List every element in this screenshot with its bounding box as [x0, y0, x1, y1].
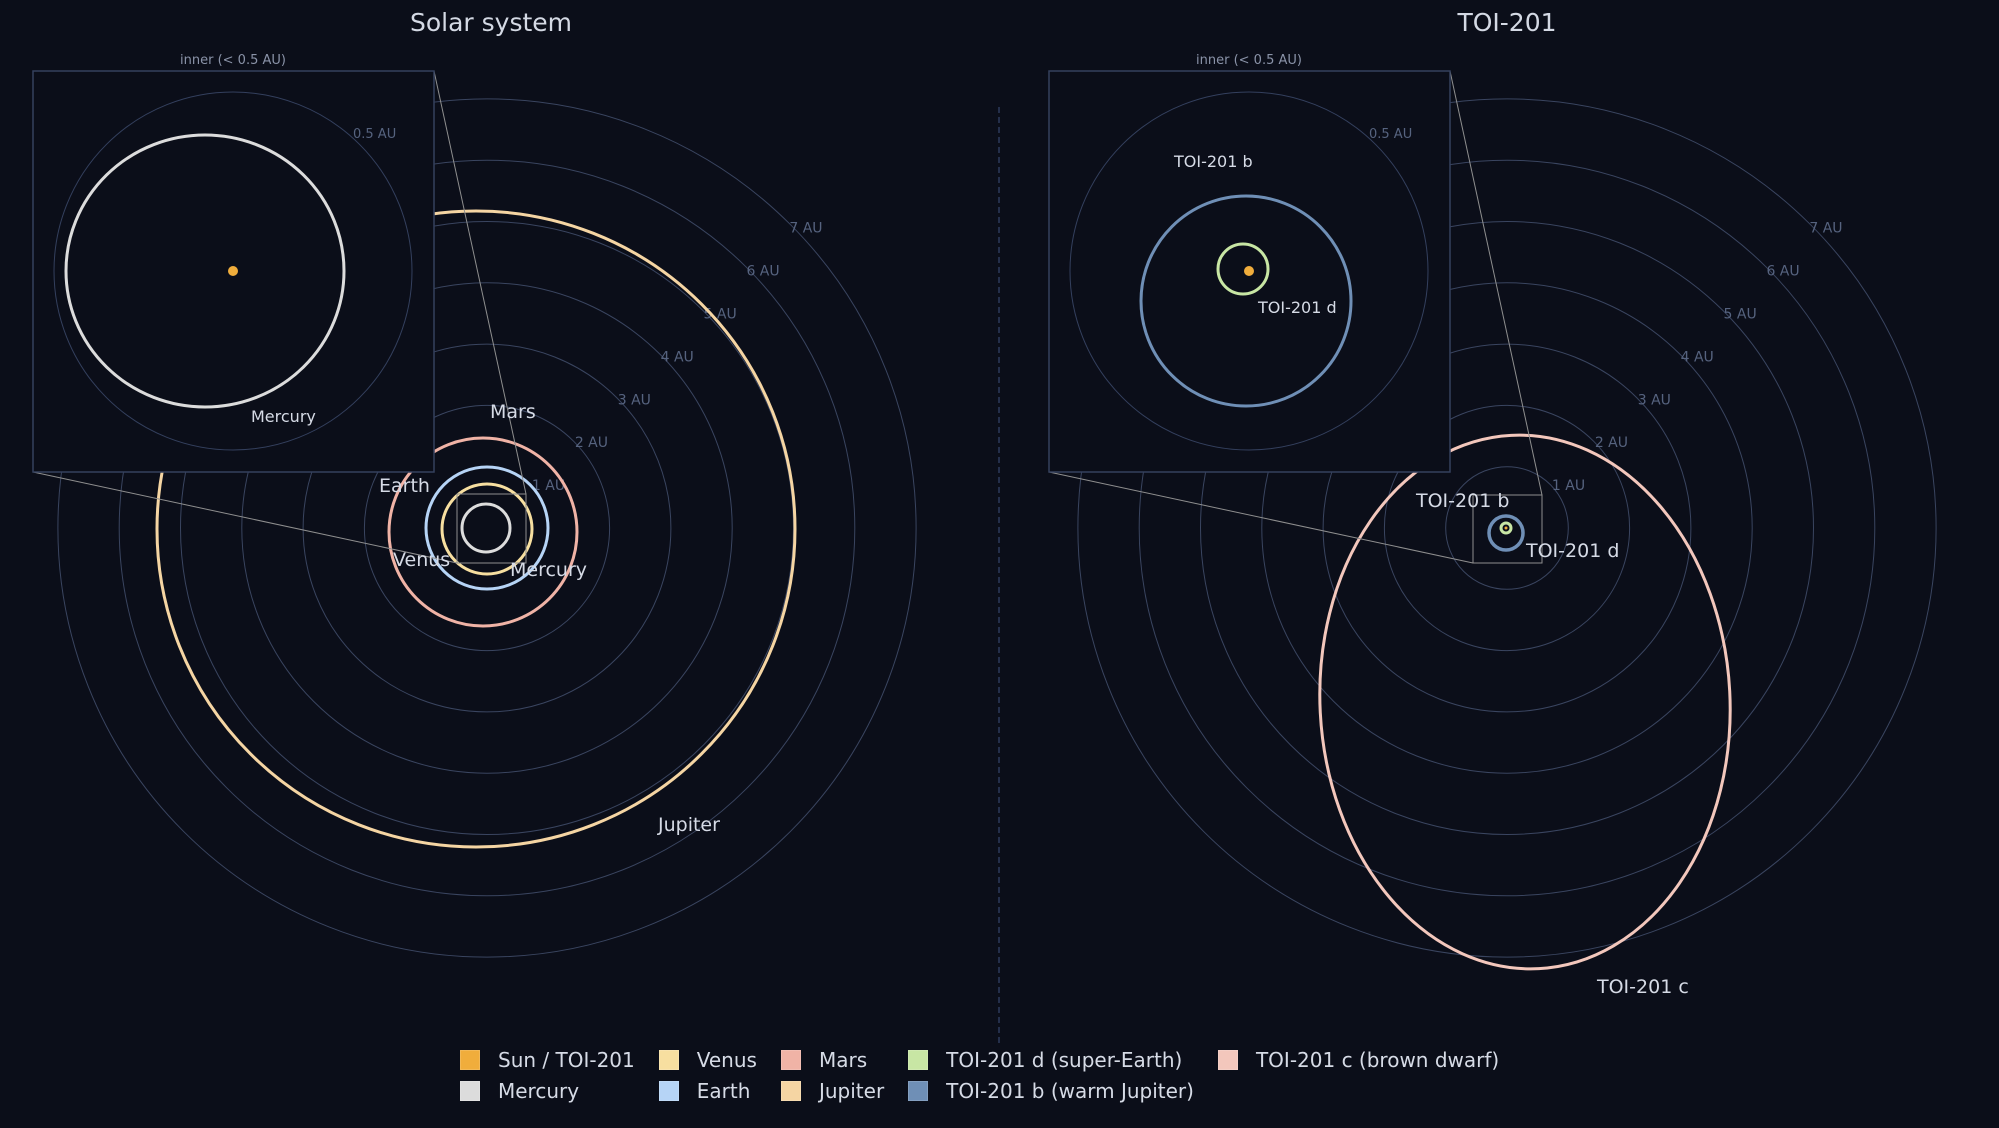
legend-label: TOI-201 d (super-Earth): [946, 1047, 1183, 1072]
toi201b-inset-orbit: [1139, 194, 1353, 408]
legend-swatch-icon: [460, 1049, 480, 1070]
legend-swatch-icon: [908, 1049, 929, 1070]
solar-inset-ring-0.5au: [53, 91, 413, 451]
legend-item: TOI-201 c (brown dwarf): [1217, 1044, 1500, 1075]
toi-zoom-connector-bottom: [1048, 471, 1474, 564]
legend-label: Jupiter: [818, 1078, 885, 1103]
legend-swatch-icon: [460, 1080, 480, 1101]
legend-label: Sun / TOI-201: [498, 1047, 635, 1072]
solar-zoom-region-box: [456, 493, 527, 564]
toi-inset-ring-0.5au: [1069, 91, 1429, 451]
legend-swatch-icon: [780, 1049, 801, 1070]
earth-label: Earth: [379, 475, 430, 497]
solar-inset-title: inner (< 0.5 AU): [180, 53, 286, 68]
solar-grid-label: 1 AU: [532, 478, 565, 494]
legend-item: Mercury: [460, 1075, 635, 1106]
toi-inset-title: inner (< 0.5 AU): [1196, 53, 1302, 68]
toi-grid-ring-1au: [1445, 466, 1569, 590]
legend-swatch-icon: [780, 1080, 801, 1101]
mercury-inset-orbit: [64, 133, 346, 409]
toi201c-label: TOI-201 c: [1596, 976, 1689, 998]
venus-label: Venus: [393, 549, 450, 571]
toi-grid-ring-2au: [1383, 404, 1631, 652]
jupiter-orbit: [155, 209, 797, 849]
mercury-inset-label: Mercury: [251, 407, 316, 426]
legend-label: Venus: [696, 1047, 757, 1072]
solar-grid-label: 4 AU: [661, 349, 694, 365]
solar-grid-label: 5 AU: [704, 306, 737, 322]
toi201d-inset-label: TOI-201 d: [1257, 298, 1337, 317]
panel-title-solar: Solar system: [409, 8, 573, 37]
solar-grid-ring-2au: [363, 404, 611, 652]
toi201b-orbit: [1487, 514, 1525, 552]
solar-grid-ring-4au: [241, 282, 733, 774]
solar-grid-ring-6au: [118, 159, 856, 897]
solar-zoom-connector-top: [433, 70, 527, 495]
legend-item: Earth: [658, 1075, 757, 1106]
legend-label: TOI-201 c (brown dwarf): [1255, 1047, 1500, 1072]
legend-item: TOI-201 b (warm Jupiter): [908, 1075, 1194, 1106]
earth-orbit: [424, 465, 550, 591]
solar-grid-label: 3 AU: [618, 392, 651, 408]
solar-grid-label: 6 AU: [746, 264, 779, 280]
mars-label: Mars: [490, 401, 536, 423]
legend-label: Earth: [696, 1078, 751, 1103]
toi201b-inset-label: TOI-201 b: [1173, 152, 1253, 171]
legend-swatch-icon: [1217, 1049, 1238, 1070]
toi201-star-inset-marker: [1244, 266, 1254, 276]
legend-item: Sun / TOI-201: [460, 1044, 635, 1075]
toi-grid-label: 2 AU: [1595, 435, 1628, 451]
toi-grid-label: 7 AU: [1809, 221, 1842, 237]
toi-grid-label: 4 AU: [1681, 349, 1714, 365]
toi201c-orbit: [1318, 433, 1732, 971]
jupiter-label: Jupiter: [657, 814, 720, 836]
solar-grid-label: 7 AU: [789, 221, 822, 237]
toi-grid-label: 1 AU: [1552, 478, 1585, 494]
toi-grid-ring-5au: [1200, 221, 1814, 835]
toi201d-orbit: [1499, 521, 1513, 535]
solar-grid-ring-7au: [57, 98, 917, 958]
panel-title-toi201: TOI-201: [1457, 8, 1557, 37]
sun-marker: [228, 266, 238, 276]
solar-grid-label: 2 AU: [575, 435, 608, 451]
toi-inset-ring-label: 0.5 AU: [1369, 127, 1412, 142]
legend-item: Jupiter: [780, 1075, 885, 1106]
solar-zoom-connector-bottom: [32, 471, 458, 564]
toi-grid-label: 3 AU: [1638, 392, 1671, 408]
legend-swatch-icon: [658, 1080, 679, 1101]
legend-label: TOI-201 b (warm Jupiter): [946, 1078, 1194, 1103]
mercury-orbit: [460, 502, 512, 554]
legend-item: Venus: [658, 1044, 757, 1075]
toi201d-inset-orbit: [1216, 242, 1270, 296]
toi-grid-ring-6au: [1138, 159, 1876, 897]
toi-zoom-region-box: [1472, 494, 1543, 564]
toi201b-label: TOI-201 b: [1415, 490, 1509, 512]
legend-swatch-icon: [658, 1049, 679, 1070]
solar-inset-ring-label: 0.5 AU: [353, 127, 396, 142]
toi-grid-ring-7au: [1077, 98, 1937, 958]
legend-item: TOI-201 d (super-Earth): [908, 1044, 1194, 1075]
venus-orbit: [440, 482, 534, 576]
legend-item: Mars: [780, 1044, 884, 1075]
toi-grid-ring-3au: [1322, 343, 1692, 713]
toi201d-label: TOI-201 d: [1525, 540, 1619, 562]
toi-grid-label: 6 AU: [1766, 264, 1799, 280]
legend-label: Mercury: [498, 1078, 580, 1103]
toi-grid-ring-4au: [1261, 282, 1753, 774]
mercury-label: Mercury: [510, 559, 587, 581]
mars-orbit: [387, 436, 579, 628]
toi-grid-label: 5 AU: [1724, 306, 1757, 322]
legend-swatch-icon: [908, 1080, 929, 1101]
toi201-star-marker: [1504, 526, 1508, 530]
solar-grid-ring-3au: [302, 343, 672, 713]
legend: Sun / TOI-201 Mercury Venus Earth Mars Jupite…: [460, 1044, 1499, 1106]
toi-zoom-connector-top: [1449, 70, 1543, 496]
legend-label: Mars: [818, 1047, 868, 1072]
